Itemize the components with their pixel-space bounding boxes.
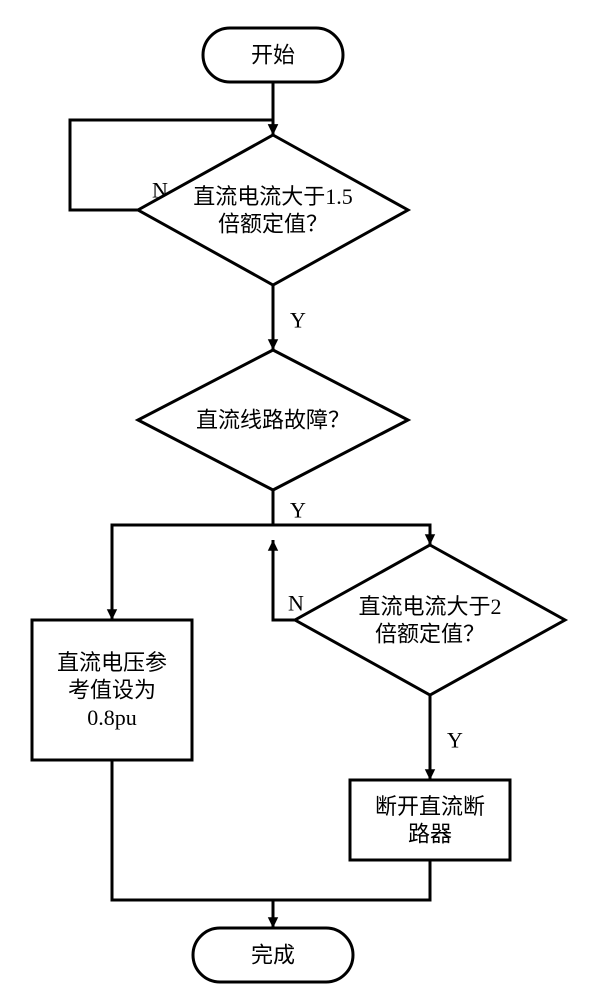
- edge-6-arrow: [425, 769, 435, 780]
- edge-6-label: Y: [447, 728, 463, 753]
- node-d1: 直流电流大于1.5倍额定值？: [138, 135, 408, 285]
- node-end: 完成: [193, 928, 353, 982]
- node-p_left-line-1: 考值设为: [68, 678, 156, 703]
- node-d1-shape: [138, 135, 408, 285]
- node-d3-line-0: 直流电流大于2: [358, 594, 501, 619]
- node-p_right-shape: [350, 780, 510, 860]
- node-end-line-0: 完成: [251, 943, 295, 968]
- edge-7-arrow: [268, 917, 278, 928]
- node-start-line-0: 开始: [251, 43, 295, 68]
- node-d2: 直流线路故障？: [138, 350, 408, 490]
- edge-7: [273, 860, 430, 928]
- node-p_right-line-0: 断开直流断: [375, 794, 485, 819]
- node-d1-line-1: 倍额定值？: [218, 211, 328, 236]
- edge-3-label: Y: [290, 498, 306, 523]
- node-p_left: 直流电压参考值设为0.8pu: [32, 620, 192, 760]
- node-d2-line-0: 直流线路故障？: [196, 408, 350, 433]
- edge-4: [273, 525, 430, 545]
- node-d3-line-1: 倍额定值？: [375, 621, 485, 646]
- node-d3-shape: [295, 545, 565, 695]
- edge-8: [112, 760, 273, 900]
- edge-3: [112, 490, 273, 620]
- node-d1-line-0: 直流电流大于1.5: [193, 184, 353, 209]
- node-p_right: 断开直流断路器: [350, 780, 510, 860]
- node-p_right-line-1: 路器: [408, 821, 452, 846]
- node-p_left-line-2: 0.8pu: [87, 705, 137, 730]
- node-d3: 直流电流大于2倍额定值？: [295, 545, 565, 695]
- node-start: 开始: [203, 28, 343, 82]
- edge-5-arrow: [268, 540, 278, 551]
- edge-2-label: Y: [290, 308, 306, 333]
- edge-3-arrow: [107, 609, 117, 620]
- edge-5-label: N: [288, 591, 304, 616]
- node-p_left-line-0: 直流电压参: [57, 650, 167, 675]
